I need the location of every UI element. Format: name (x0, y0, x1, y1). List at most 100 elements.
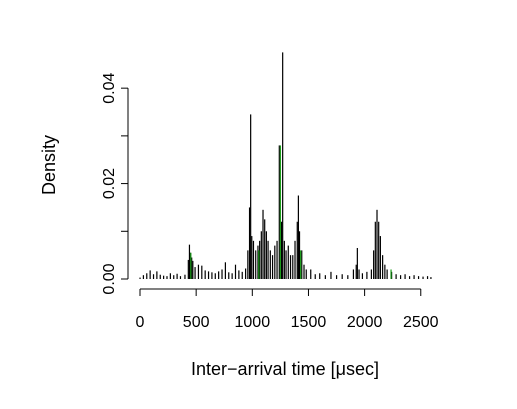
x-tick-label: 2000 (347, 314, 383, 331)
x-tick-label: 2500 (403, 314, 439, 331)
histogram-bar (301, 250, 303, 280)
histogram-bar (241, 271, 243, 279)
histogram-bar (194, 267, 196, 279)
y-axis-label: Density (39, 135, 59, 195)
histogram-bar (197, 264, 200, 279)
histogram-bar (228, 272, 230, 279)
histogram-bar (142, 275, 145, 279)
histogram-bar (269, 250, 271, 280)
histogram-bar (156, 271, 158, 279)
histogram-bar (218, 271, 220, 279)
histogram-bar (298, 231, 301, 279)
histogram-bar (265, 231, 267, 279)
histogram-bar (276, 240, 278, 279)
histogram-bar (152, 274, 155, 279)
histogram-bar (310, 269, 312, 279)
histogram-bar (294, 240, 296, 279)
highlight-bar (190, 252, 192, 279)
histogram-bar (399, 275, 402, 279)
histogram-bar (370, 269, 372, 279)
histogram-bar (201, 265, 203, 279)
histogram-bar (296, 221, 298, 279)
histogram-bar (245, 268, 247, 279)
histogram-bar (408, 276, 411, 279)
histogram-bar (386, 269, 388, 279)
histogram-bar (179, 276, 182, 279)
histogram-bar (303, 264, 305, 279)
x-axis-label: Inter−arrival time [μsec] (191, 359, 379, 379)
histogram-bar (282, 52, 284, 279)
histogram-bar (417, 276, 420, 279)
highlight-bar (390, 269, 392, 279)
highlight-bar (300, 250, 302, 280)
histogram-bar (257, 245, 259, 279)
histogram-bar (211, 272, 213, 279)
histogram-bar (259, 240, 261, 279)
histogram-bar (250, 114, 252, 279)
histogram-bar (248, 207, 251, 279)
histogram-bar (204, 270, 206, 279)
histogram-bar (413, 275, 415, 279)
histogram-bar (159, 274, 161, 279)
histogram-bar (283, 240, 285, 279)
histogram-bar (352, 269, 355, 279)
y-tick-label: 0.04 (101, 72, 118, 103)
histogram-bar (139, 277, 141, 279)
highlight-bar (279, 145, 282, 279)
histogram-bar (382, 255, 384, 279)
histogram-bar (234, 264, 237, 279)
histogram-bar (426, 276, 429, 279)
histogram-bar (289, 255, 292, 279)
histogram-bar (395, 274, 397, 279)
histogram-bar (384, 264, 386, 279)
histogram-bar (278, 145, 280, 279)
histogram-bar (374, 221, 376, 279)
histogram-bar (207, 271, 210, 279)
histogram-bar (297, 195, 299, 279)
histogram-bar (314, 274, 316, 279)
histogram-bar (341, 274, 343, 279)
y-tick-label: 0.00 (101, 263, 118, 294)
histogram-bar (224, 262, 226, 279)
histogram-bar (260, 231, 262, 279)
histogram-bar (231, 273, 233, 279)
y-axis: 0.00 0.02 0.04 (101, 72, 129, 295)
x-axis: 0 500 1000 1500 2000 2500 (136, 288, 439, 331)
x-tick-label: 500 (183, 314, 210, 331)
histogram-bar (356, 247, 358, 279)
histogram-bar (173, 275, 175, 279)
histogram-bar (422, 276, 424, 279)
histogram-bar (166, 276, 168, 279)
x-tick-label: 1500 (291, 314, 327, 331)
histogram-bar (149, 270, 151, 279)
bars-group (139, 52, 432, 280)
histogram-bar (378, 221, 380, 279)
y-tick-label: 0.02 (101, 168, 118, 199)
histogram-bar (430, 277, 432, 279)
histogram-bar (214, 273, 216, 279)
histogram-bar (335, 275, 338, 279)
histogram-bar (379, 236, 381, 279)
histogram-bar (264, 219, 266, 279)
histogram-bar (191, 257, 193, 279)
histogram-bar (274, 245, 276, 279)
histogram-bar (271, 255, 274, 279)
histogram-bar (192, 260, 194, 279)
histogram-bar (347, 275, 349, 279)
histogram-bar (319, 273, 321, 279)
histogram-bar (255, 250, 257, 280)
histogram-bar (280, 221, 283, 279)
histogram-bar (251, 236, 253, 279)
histogram-bar (169, 273, 171, 279)
histogram-bar (324, 275, 326, 279)
histogram-bar (221, 269, 223, 279)
histogram-bar (361, 273, 364, 279)
histogram-bar (176, 273, 178, 279)
histogram-bar (330, 271, 332, 279)
histogram-bar (355, 264, 357, 279)
histogram-bar (292, 255, 294, 279)
histogram-bar (376, 209, 378, 279)
histogram-bar (373, 250, 375, 280)
x-tick-label: 0 (136, 314, 145, 331)
